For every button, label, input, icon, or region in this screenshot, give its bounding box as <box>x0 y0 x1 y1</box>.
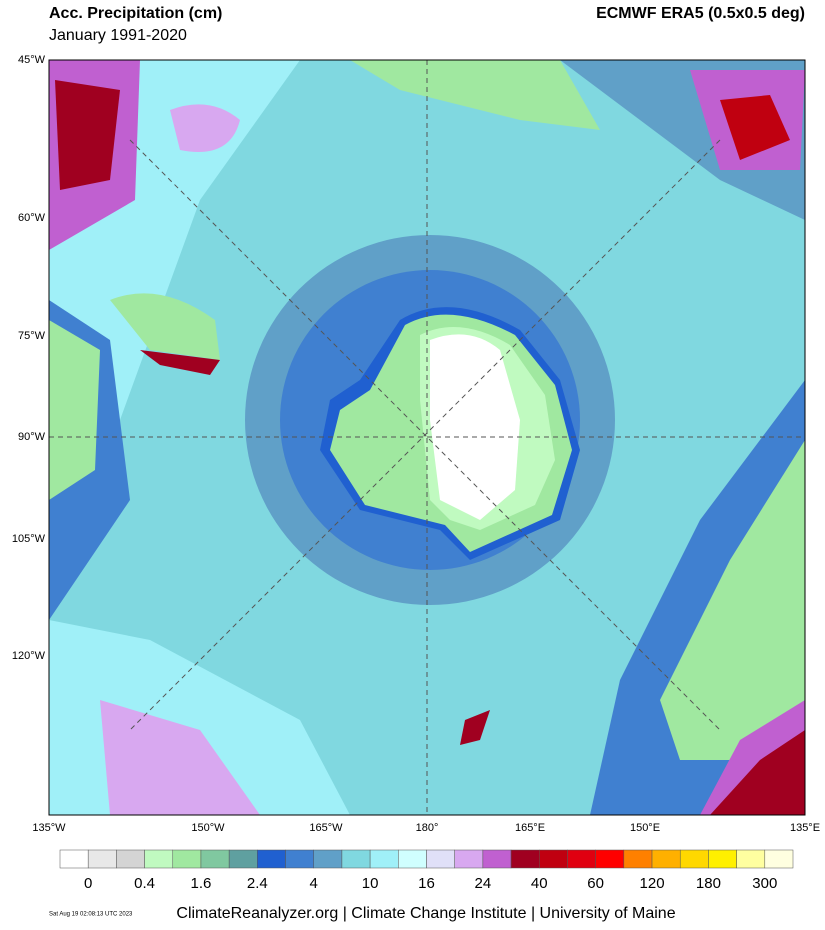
lon-label: 165°E <box>515 822 545 834</box>
legend-label: 60 <box>587 875 604 892</box>
subtitle: January 1991-2020 <box>49 27 187 44</box>
legend-swatch <box>285 849 314 869</box>
timestamp: Sat Aug 19 02:08:13 UTC 2023 <box>49 912 133 918</box>
legend-swatch <box>454 849 484 869</box>
lon-label: 165°W <box>309 822 343 834</box>
legend-swatch <box>398 849 427 869</box>
legend-swatch <box>369 849 399 869</box>
field <box>170 104 240 152</box>
graticule <box>49 60 805 815</box>
legend-swatch <box>59 849 89 869</box>
field <box>460 710 490 745</box>
map-frame <box>48 59 806 816</box>
legend-swatch <box>567 849 596 869</box>
field <box>350 60 600 130</box>
field <box>720 95 790 160</box>
lat-label: 75°W <box>18 330 46 342</box>
legend-label: 0 <box>84 875 92 892</box>
legend-swatch <box>679 849 709 869</box>
field <box>110 293 220 360</box>
field <box>660 440 805 760</box>
legend-swatch <box>116 849 145 869</box>
field <box>430 334 520 520</box>
legend-swatch <box>257 849 286 869</box>
legend-swatch <box>510 849 540 869</box>
legend-label: 10 <box>362 875 379 892</box>
field <box>140 350 220 375</box>
source-title: ECMWF ERA5 (0.5x0.5 deg) <box>596 5 805 22</box>
legend-label: 16 <box>418 875 435 892</box>
lon-label: 135°W <box>32 822 66 834</box>
legend-label: 120 <box>640 875 665 892</box>
lat-label: 120°W <box>12 650 46 662</box>
credit: ClimateReanalyzer.org | Climate Change I… <box>176 905 675 922</box>
field <box>100 700 260 815</box>
legend-swatch <box>228 849 258 869</box>
legend-swatch <box>482 849 512 869</box>
lat-label: 45°W <box>18 54 46 66</box>
legend-label: 1.6 <box>191 875 212 892</box>
legend-swatch <box>341 849 371 869</box>
legend-swatch <box>736 849 766 869</box>
lon-label: 180° <box>416 822 439 834</box>
lat-label: 60°W <box>18 212 46 224</box>
legend-swatch <box>651 849 681 869</box>
legend-swatch <box>764 849 794 869</box>
legend-label: 24 <box>475 875 492 892</box>
map <box>48 59 806 816</box>
lon-label: 150°W <box>191 822 225 834</box>
legend-label: 300 <box>752 875 777 892</box>
legend-swatch <box>87 849 117 869</box>
field <box>49 320 100 500</box>
legend-swatch <box>708 849 737 869</box>
legend-swatch <box>595 849 625 869</box>
legend-swatch <box>539 849 568 869</box>
lon-label: 135°E <box>790 822 820 834</box>
legend-swatch <box>313 849 343 869</box>
legend-swatch <box>623 849 653 869</box>
legend-label: 0.4 <box>134 875 155 892</box>
legend-swatch <box>426 849 455 869</box>
lat-label: 90°W <box>18 431 46 443</box>
field <box>710 730 805 815</box>
field <box>55 80 120 190</box>
legend-swatch <box>200 849 230 869</box>
legend-swatch <box>172 849 202 869</box>
legend-swatch <box>144 849 174 869</box>
lat-label: 105°W <box>12 533 46 545</box>
legend-label: 2.4 <box>247 875 268 892</box>
legend-label: 180 <box>696 875 721 892</box>
title: Acc. Precipitation (cm) <box>49 5 222 22</box>
lon-label: 150°E <box>630 822 660 834</box>
legend-label: 4 <box>310 875 318 892</box>
legend-label: 40 <box>531 875 548 892</box>
graticule <box>129 139 721 731</box>
